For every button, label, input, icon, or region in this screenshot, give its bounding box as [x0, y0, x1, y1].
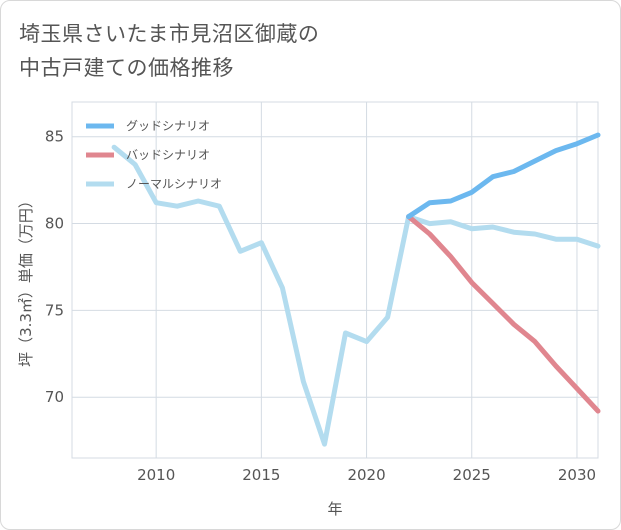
- series-line-1: [406, 132, 601, 220]
- x-axis-title: 年: [327, 500, 342, 518]
- x-tick-label-2025: 2025: [453, 466, 491, 484]
- y-tick-label-75: 75: [45, 301, 64, 319]
- x-tick-label-2020: 2020: [347, 466, 385, 484]
- chart-title-line-1: 埼玉県さいたま市見沼区御蔵の: [19, 22, 320, 46]
- x-tick-label-2010: 2010: [137, 466, 175, 484]
- y-tick-label-80: 80: [45, 215, 64, 233]
- y-tick-label-85: 85: [45, 128, 64, 146]
- x-tick-label-2030: 2030: [558, 466, 596, 484]
- x-tick-label-2015: 2015: [242, 466, 280, 484]
- plot-frame: [71, 101, 599, 459]
- chart-title: 埼玉県さいたま市見沼区御蔵の 中古戸建ての価格推移: [19, 17, 319, 85]
- y-axis-title: 坪（3.3㎡）単価（万円）: [17, 193, 35, 367]
- legend-label-3: ノーマルシナリオ: [126, 177, 222, 191]
- legend-label-1: グッドシナリオ: [126, 119, 210, 133]
- chart-title-line-2: 中古戸建ての価格推移: [19, 56, 234, 80]
- y-tick-label-70: 70: [45, 388, 64, 406]
- legend-label-2: バッドシナリオ: [126, 148, 210, 162]
- series-line-2: [406, 214, 601, 414]
- series-line-3: [111, 144, 601, 447]
